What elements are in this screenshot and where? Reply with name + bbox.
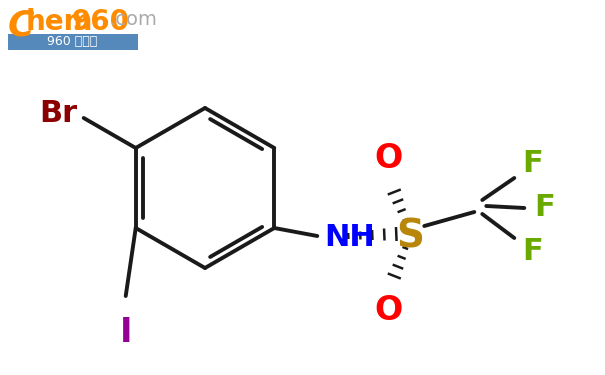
Text: NH: NH xyxy=(324,224,375,252)
Text: F: F xyxy=(522,237,543,267)
Text: F: F xyxy=(534,194,555,222)
Text: C: C xyxy=(8,8,34,42)
Text: F: F xyxy=(522,150,543,178)
Text: Br: Br xyxy=(39,99,77,129)
Text: .com: .com xyxy=(110,10,158,29)
Text: I: I xyxy=(119,316,132,349)
Text: O: O xyxy=(374,294,402,327)
FancyBboxPatch shape xyxy=(8,34,138,50)
Text: 960: 960 xyxy=(72,8,130,36)
Text: 960 化工网: 960 化工网 xyxy=(47,35,97,48)
Text: O: O xyxy=(374,141,402,174)
Text: S: S xyxy=(396,217,424,255)
Text: hem: hem xyxy=(26,8,94,36)
